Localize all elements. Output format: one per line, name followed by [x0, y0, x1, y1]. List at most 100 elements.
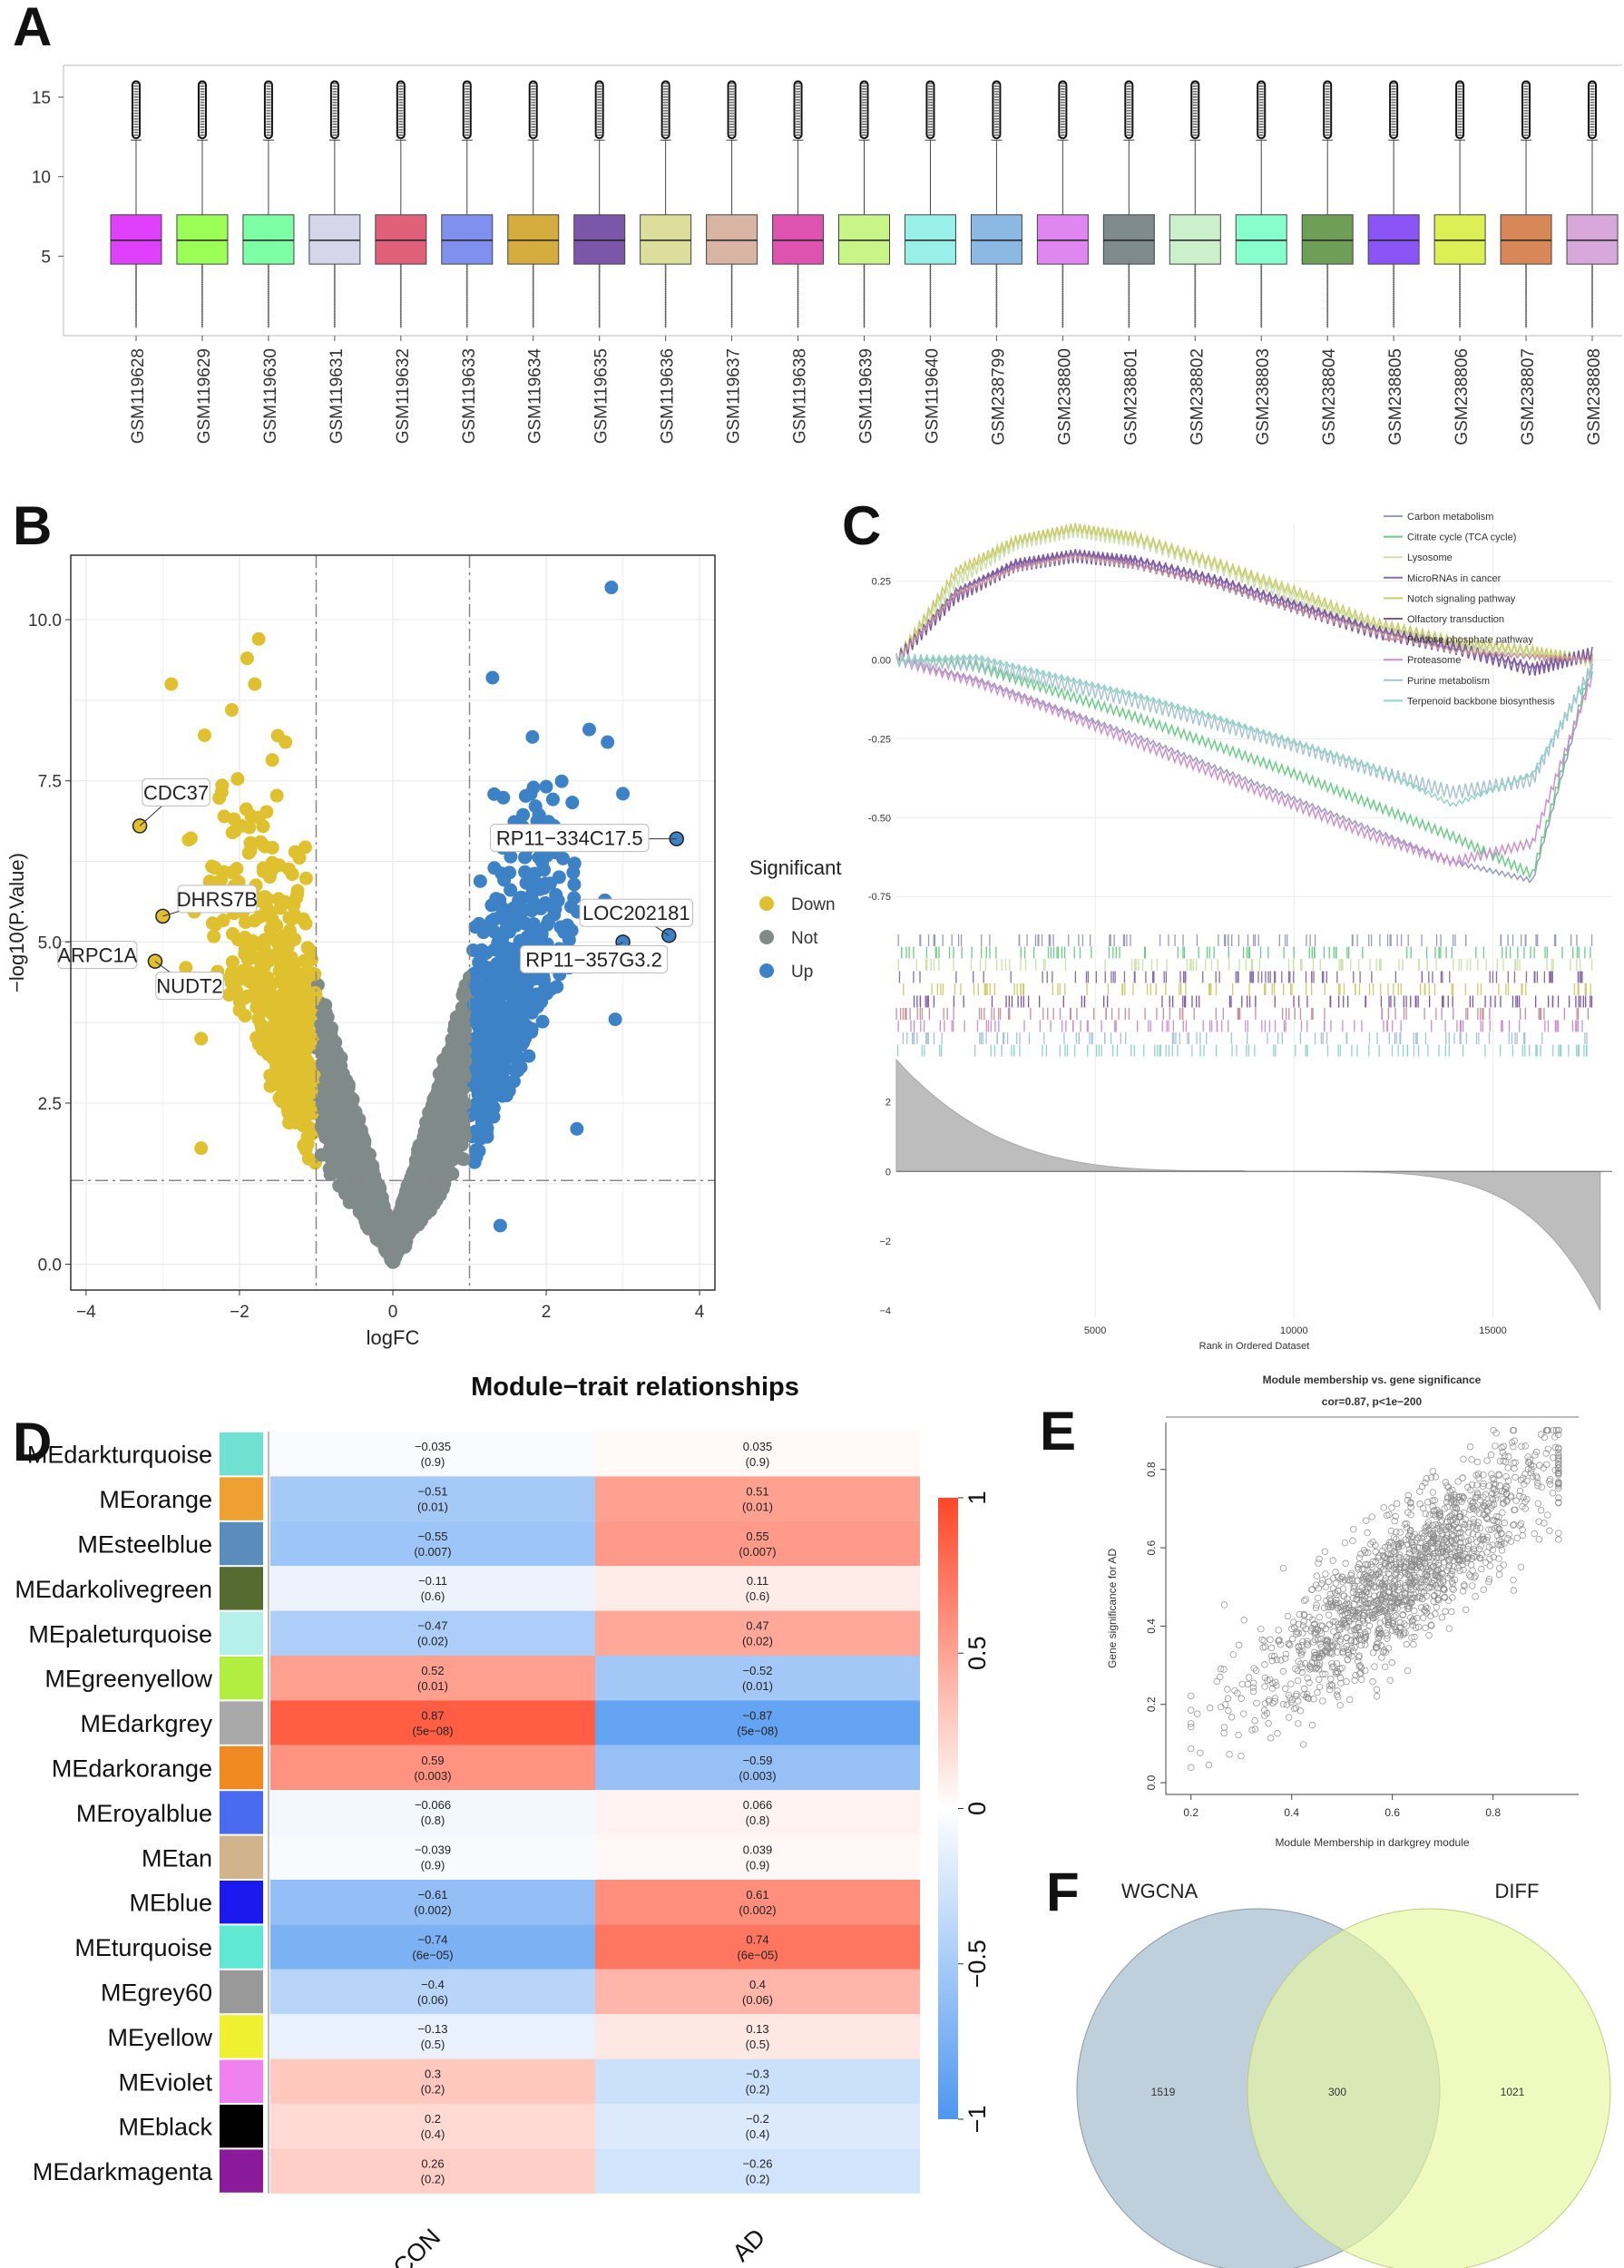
volcano-point-up	[493, 898, 507, 913]
volcano-point-down	[279, 735, 293, 749]
volcano-point-up	[472, 955, 486, 970]
volcano-point-not	[447, 1022, 462, 1037]
volcano-point-up	[526, 780, 541, 795]
volcano-point-up	[566, 865, 581, 880]
box-outliers	[1323, 80, 1333, 140]
volcano-point-down	[261, 1047, 276, 1061]
volcano-point-up	[616, 787, 631, 801]
volcano-point-down	[262, 870, 277, 885]
panel-b-ytick-label: 10.0	[28, 611, 62, 631]
panel-a-xtick-label: GSM238805	[1386, 348, 1405, 445]
volcano-point-down	[231, 933, 246, 947]
box-outliers	[396, 80, 406, 140]
volcano-point-up	[567, 877, 582, 892]
volcano-point-not	[426, 1155, 441, 1169]
volcano-point-not	[424, 1103, 438, 1118]
box-GSM119635	[573, 214, 626, 265]
panel-a-xtick-label: GSM119638	[791, 348, 810, 444]
box-outliers	[660, 80, 670, 140]
box-GSM119633	[441, 214, 494, 265]
volcano-point-down	[269, 788, 284, 803]
volcano-point-not	[445, 1167, 460, 1181]
volcano-point-down	[295, 1032, 309, 1047]
volcano-point-down	[248, 677, 262, 691]
box-outliers	[925, 80, 935, 140]
box-outliers	[132, 80, 141, 140]
volcano-point-not	[368, 1201, 383, 1216]
volcano-point-down	[267, 932, 281, 946]
volcano-point-down	[287, 1060, 301, 1074]
volcano-point-up	[525, 729, 540, 744]
panel-b-legend-swatch	[759, 930, 774, 944]
volcano-point-not	[340, 1104, 355, 1119]
box-outliers	[859, 80, 869, 140]
volcano-point-down	[242, 974, 257, 989]
volcano-point-down	[181, 833, 196, 847]
box-outliers	[727, 80, 737, 140]
volcano-point-up	[499, 1089, 514, 1103]
volcano-point-down	[240, 651, 254, 666]
volcano-point-down	[281, 862, 296, 876]
panel-b-xlabel: logFC	[367, 1326, 420, 1349]
volcano-point-up	[539, 779, 553, 794]
box-outliers	[1389, 80, 1399, 140]
volcano-point-up	[484, 982, 499, 997]
volcano-point-down	[242, 946, 257, 961]
box-outliers	[263, 80, 273, 140]
volcano-point-up	[522, 989, 536, 1003]
panel-b-legend-label: Up	[791, 963, 813, 982]
gsea-curve-0	[895, 657, 1593, 884]
volcano-point-up	[512, 1052, 526, 1067]
box-GSM238802	[1169, 214, 1221, 265]
volcano-point-up	[532, 850, 546, 865]
gsea-legend-label: Citrate cycle (TCA cycle)	[1407, 533, 1516, 543]
volcano-point-down	[279, 963, 293, 978]
volcano-point-not	[398, 1217, 413, 1232]
gsea-legend-label: MicroRNAs in cancer	[1407, 573, 1502, 584]
panel-a-xtick-label: GSM119636	[659, 348, 678, 444]
volcano-point-not	[431, 1113, 445, 1128]
volcano-point-down	[265, 753, 279, 767]
panel-b-volcano: CDC37 DHRS7B ARPC1A NUDT2 RP11−334C17.5 LOC20…	[5, 554, 842, 1349]
box-GSM119632	[375, 214, 427, 265]
volcano-point-not	[436, 1094, 451, 1109]
box-GSM119637	[706, 214, 758, 265]
panel-a-xtick-label: GSM238808	[1585, 348, 1604, 445]
volcano-point-down	[301, 1069, 316, 1083]
panel-label-f: F	[1046, 1862, 1080, 1922]
volcano-point-down	[269, 918, 284, 933]
volcano-point-down	[296, 1093, 310, 1108]
panel-a-xtick-label: GSM119639	[857, 348, 876, 444]
panel-a-xtick-label: GSM238806	[1453, 348, 1472, 445]
box-outliers	[793, 80, 803, 140]
volcano-point-not	[358, 1214, 373, 1228]
volcano-point-not	[339, 1088, 354, 1102]
volcano-point-up	[514, 1025, 529, 1040]
volcano-point-up	[556, 851, 571, 865]
box-outliers	[462, 80, 472, 140]
box-outliers	[1588, 80, 1597, 140]
volcano-point-down	[297, 1139, 311, 1153]
volcano-label-LOC202181: LOC202181	[582, 902, 690, 924]
volcano-point-up	[552, 870, 566, 885]
panel-b-legend-swatch	[759, 896, 774, 911]
volcano-point-not	[371, 1226, 386, 1240]
panel-a-xtick-label: GSM119630	[261, 348, 280, 444]
volcano-point-not	[318, 998, 333, 1012]
panel-b-ytick-label: 5.0	[38, 934, 62, 953]
volcano-point-not	[456, 984, 471, 999]
panel-a-xtick-label: GSM238802	[1188, 348, 1207, 445]
panel-b-legend-label: Not	[791, 929, 818, 948]
gsea-legend-label: Lysosome	[1407, 552, 1453, 563]
box-GSM238806	[1433, 214, 1486, 265]
volcano-point-down	[225, 703, 239, 718]
volcano-point-up	[528, 1001, 543, 1015]
panel-a-xtick-label: GSM119631	[328, 348, 347, 444]
volcano-point-up	[484, 920, 498, 934]
panel-a-xtick-label: GSM119633	[460, 348, 479, 444]
box-outliers	[1455, 80, 1465, 140]
panel-a-xtick-label: GSM119635	[592, 348, 611, 444]
volcano-label-DHRS7B: DHRS7B	[177, 888, 258, 911]
volcano-point-down	[261, 1027, 276, 1041]
box-GSM238804	[1301, 214, 1354, 265]
